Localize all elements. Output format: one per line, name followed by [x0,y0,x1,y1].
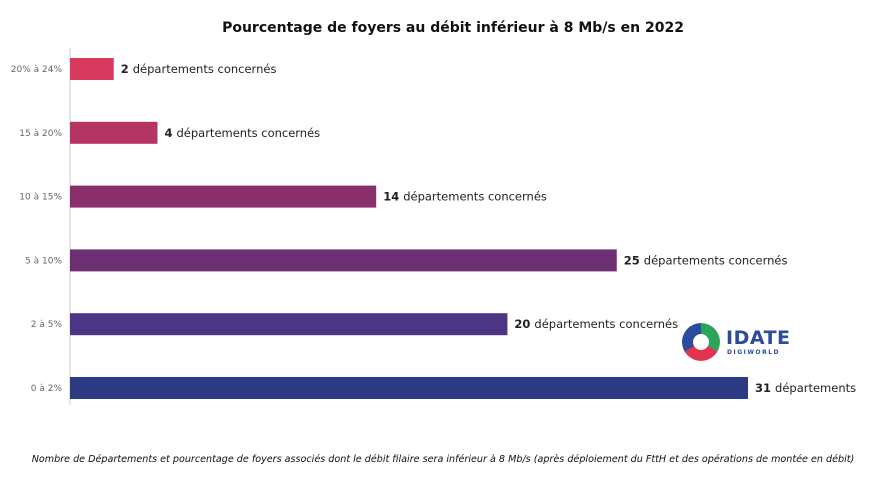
bar [70,121,158,144]
logo-ring-icon [682,323,720,361]
y-tick-label: 5 à 10% [25,256,62,266]
data-label: 2 départements concernés [121,62,277,76]
y-tick-label: 0 à 2% [31,384,63,394]
bar [70,313,508,336]
bar [70,249,617,272]
bar [70,58,114,80]
chart-caption: Nombre de Départements et pourcentage de… [31,454,855,465]
logo-sub: DIGIWORLD [727,349,781,356]
data-label: 14 départements concernés [383,190,547,204]
data-label: 31 départements [755,381,856,395]
chart-title: Pourcentage de foyers au débit inférieur… [222,20,684,36]
y-tick-label: 20% à 24% [11,65,63,75]
y-tick-label: 10 à 15% [19,193,62,203]
bar [70,185,377,208]
data-label: 4 départements concernés [164,126,320,140]
y-tick-label: 15 à 20% [19,129,62,139]
y-tick-label: 2 à 5% [31,320,63,330]
data-label: 25 départements concernés [624,253,788,267]
logo-name: IDATE [726,327,791,349]
bar [70,377,748,399]
idate-logo: IDATE DIGIWORLD [682,323,792,363]
data-label: 20 départements concernés [514,317,678,331]
